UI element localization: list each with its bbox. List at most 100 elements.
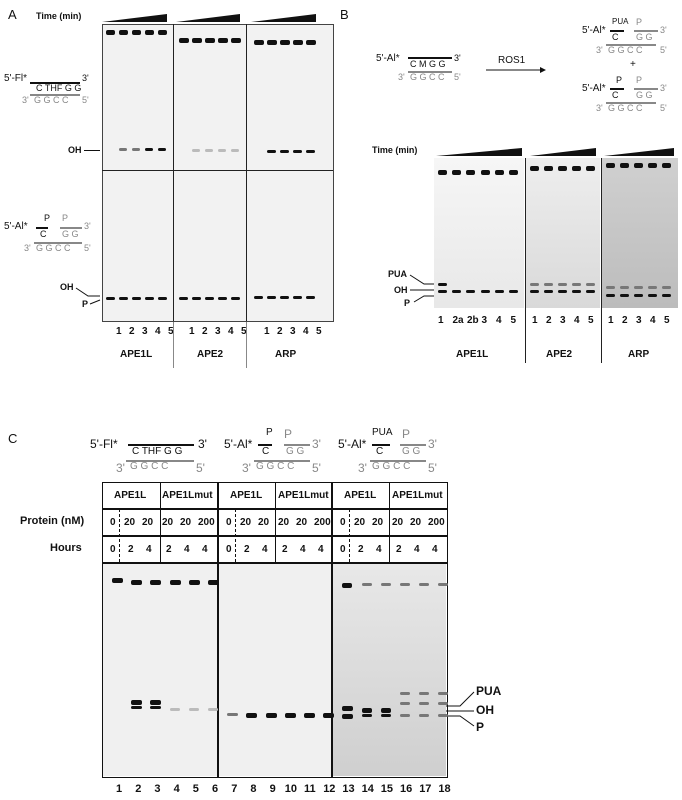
- panel-a-top-bot3: 3': [22, 95, 29, 105]
- gel-band: [400, 714, 410, 717]
- panel-a-top-substrate-bottom: G G C C: [34, 95, 69, 105]
- gel-band: [179, 38, 189, 43]
- gel-band: [544, 166, 553, 171]
- panel-c-hours-value: 0: [110, 544, 116, 555]
- gel-band: [106, 297, 115, 300]
- panel-b-enzyme-ape1l: APE1L: [456, 349, 489, 360]
- gel-band: [119, 30, 128, 35]
- panel-c-protein-value: 20: [180, 517, 192, 528]
- panel-c-sub1-bot5: 5': [196, 461, 205, 475]
- panel-c-sub2-end3: 3': [312, 437, 321, 451]
- panel-a-bottom-p-right: P: [62, 213, 69, 223]
- panel-c-protein-value: 20: [392, 517, 404, 528]
- panel-a-top-bot5: 5': [82, 95, 89, 105]
- gel-band: [586, 290, 595, 293]
- gel-band: [342, 706, 354, 711]
- gel-band: [131, 700, 143, 705]
- gel-band: [648, 286, 657, 289]
- panel-b-enzyme-ape2: APE2: [546, 349, 573, 360]
- gel-band: [361, 708, 372, 713]
- panel-c-enzyme-ape1lmut: APE1Lmut: [162, 490, 213, 501]
- panel-c-lane-number: 15: [380, 783, 394, 795]
- gel-band: [192, 38, 202, 43]
- panel-b-product1-bottom: G G C C: [608, 45, 643, 55]
- panel-a-top-substrate-label: 5'-Fl*: [4, 73, 28, 84]
- gel-band: [648, 294, 657, 297]
- gel-band: [254, 296, 263, 299]
- panel-a-bottom-gg: G G: [62, 229, 79, 239]
- gel-band: [106, 30, 115, 35]
- panel-c-enzyme-ape1l: APE1L: [114, 490, 147, 501]
- panel-c-lane-number: 11: [304, 783, 316, 795]
- panel-c-sub2-label: 5'-Al*: [224, 437, 253, 451]
- panel-c-lane-number: 18: [438, 783, 451, 795]
- gel-band: [158, 30, 167, 35]
- gel-band: [530, 290, 539, 293]
- panel-a-enzyme-ape2: APE2: [197, 349, 224, 360]
- panel-c-lane-number: 3: [154, 783, 161, 795]
- panel-b-end3: 3': [454, 53, 461, 63]
- gel-band: [205, 297, 214, 300]
- panel-c-lane-number: 9: [269, 783, 276, 795]
- panel-c-protein-value: 20: [372, 517, 384, 528]
- panel-c-sub1-top: C THF G G: [132, 446, 183, 457]
- gel-band: [481, 290, 490, 293]
- panel-c-sub3-bot5: 5': [428, 461, 437, 475]
- panel-a-oh-label: OH: [68, 145, 82, 155]
- gel-band: [208, 708, 218, 711]
- gel-band: [380, 714, 391, 717]
- panel-c-dashed-divider: [119, 509, 120, 562]
- panel-c-lane-number: 1: [116, 783, 123, 795]
- gel-band: [530, 283, 539, 286]
- panel-c-marker-pua: PUA: [476, 684, 502, 698]
- gel-band: [438, 692, 449, 695]
- gel-band: [438, 583, 449, 586]
- panel-c-lane-number: 6: [212, 783, 219, 795]
- gel-band: [132, 30, 141, 35]
- gel-band: [192, 149, 200, 152]
- panel-c-enzyme-ape1lmut: APE1Lmut: [392, 490, 443, 501]
- gel-band: [119, 297, 128, 300]
- panel-a-p-label: P: [82, 299, 89, 309]
- gel-band: [606, 163, 615, 168]
- gel-band: [265, 713, 277, 718]
- panel-c-sub3-p: P: [402, 427, 411, 441]
- gel-band: [466, 170, 475, 175]
- panel-c-sub2-bottom: G G C C: [256, 461, 295, 472]
- gel-band: [188, 708, 199, 711]
- panel-b-lane-number: 1: [438, 315, 444, 326]
- panel-a-lane-number: 4: [155, 326, 161, 337]
- panel-b-product1-gg: G G: [636, 32, 653, 42]
- panel-c-hours-value: 2: [128, 544, 134, 555]
- gel-band: [119, 148, 127, 151]
- panel-c-hours-value: 2: [358, 544, 364, 555]
- gel-band: [662, 163, 671, 168]
- panel-a-lane-number: 1: [264, 326, 270, 337]
- gel-band: [419, 583, 430, 586]
- gel-band: [662, 294, 671, 297]
- panel-c-lane-number: 7: [231, 783, 238, 795]
- panel-c-protein-value: 20: [258, 517, 270, 528]
- gel-band: [150, 706, 162, 709]
- panel-b-lane-number: 4: [574, 315, 580, 326]
- panel-c-lane-number: 4: [173, 783, 180, 795]
- panel-a-lane-number: 4: [303, 326, 309, 337]
- panel-b-product2-bot5: 5': [660, 103, 667, 113]
- panel-c-gel-pua: [333, 564, 446, 776]
- gel-band: [231, 297, 240, 300]
- gel-band: [558, 283, 567, 286]
- panel-c-hours-label: Hours: [50, 542, 82, 554]
- panel-c-marker-p: P: [476, 720, 485, 734]
- panel-c-hours-value: 4: [414, 544, 420, 555]
- panel-b-lane-number: 2b: [467, 315, 479, 326]
- panel-c-hours-value: 4: [376, 544, 382, 555]
- panel-b-product1-end3: 3': [660, 25, 667, 35]
- panel-c-protein-label: Protein (nM): [20, 515, 85, 527]
- panel-b-product2-label: 5'-Al*: [582, 83, 606, 94]
- gel-band: [280, 40, 290, 45]
- gel-band: [620, 294, 629, 297]
- panel-c-protein-value: 0: [226, 517, 232, 528]
- panel-c-lane-number: 2: [135, 783, 142, 795]
- gel-band: [452, 290, 461, 293]
